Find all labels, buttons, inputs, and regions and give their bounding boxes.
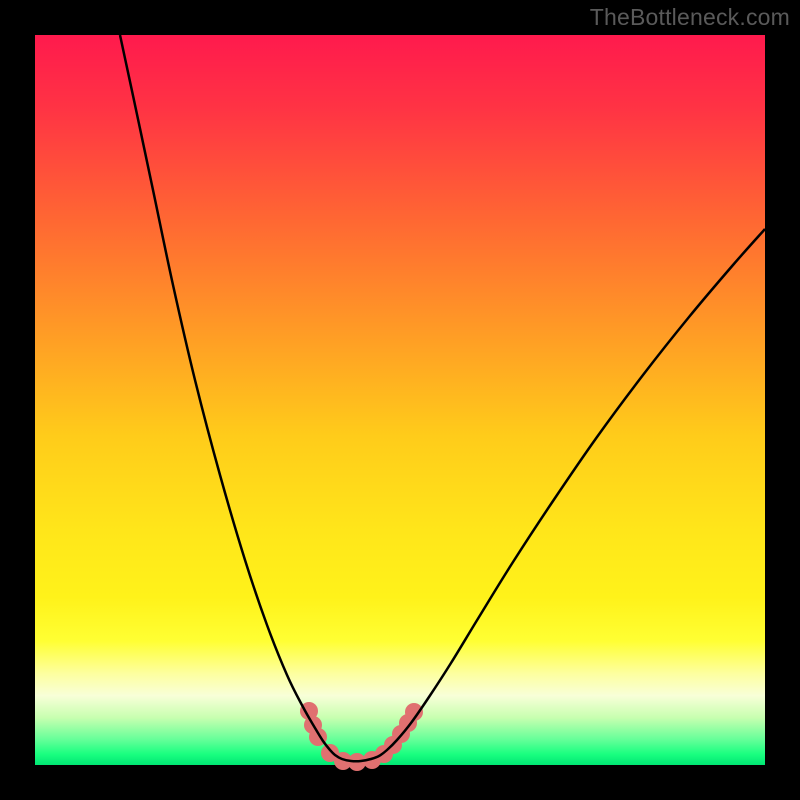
bottleneck-chart xyxy=(0,0,800,800)
watermark-text: TheBottleneck.com xyxy=(590,4,790,31)
chart-container: TheBottleneck.com xyxy=(0,0,800,800)
